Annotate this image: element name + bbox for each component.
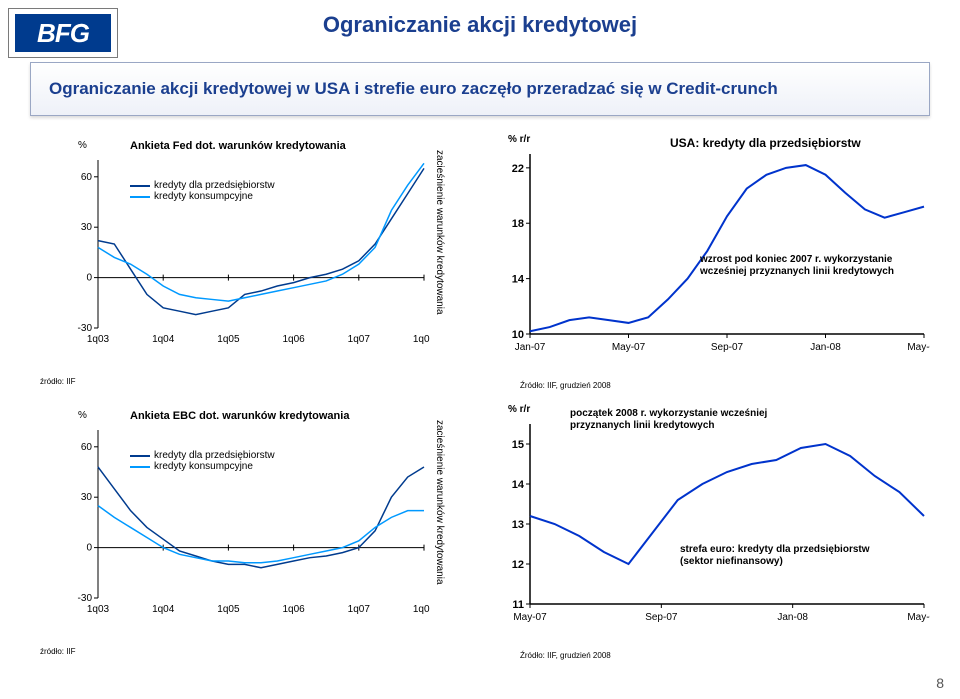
svg-text:0: 0 <box>86 543 92 554</box>
svg-text:1q04: 1q04 <box>152 604 175 615</box>
svg-text:1q03: 1q03 <box>87 604 110 615</box>
svg-text:14: 14 <box>512 274 525 286</box>
svg-text:-30: -30 <box>78 593 93 604</box>
svg-text:13: 13 <box>512 519 524 531</box>
svg-text:1q06: 1q06 <box>282 604 305 615</box>
ecb-chart: % Ankieta EBC dot. warunków kredytowania… <box>40 410 440 650</box>
fed-yunit: % <box>78 140 87 151</box>
svg-text:Jan-08: Jan-08 <box>777 612 808 623</box>
svg-text:30: 30 <box>81 492 93 503</box>
svg-text:-30: -30 <box>78 323 93 334</box>
svg-text:1q08: 1q08 <box>413 334 430 345</box>
page-number: 8 <box>936 675 944 691</box>
svg-text:30: 30 <box>81 222 93 233</box>
euro-source: Źródło: IIF, grudzień 2008 <box>520 651 611 660</box>
svg-text:Sep-07: Sep-07 <box>645 612 678 623</box>
ecb-plot: -30 0 30 60 1q03 1q04 1q05 1q06 1q07 1q08 <box>70 424 430 624</box>
euro-annot: początek 2008 r. wykorzystanie wcześniej… <box>570 408 810 432</box>
svg-text:May-08: May-08 <box>907 342 930 353</box>
svg-text:60: 60 <box>81 442 93 453</box>
fed-vert-label: zacieśnienie warunków kredytowania <box>434 150 445 315</box>
subtitle-box: Ograniczanie akcji kredytowej w USA i st… <box>30 62 930 116</box>
svg-text:1q06: 1q06 <box>282 334 305 345</box>
svg-text:Sep-07: Sep-07 <box>711 342 744 353</box>
ecb-yunit: % <box>78 410 87 421</box>
usa-source: Źródło: IIF, grudzień 2008 <box>520 381 611 390</box>
svg-text:1q07: 1q07 <box>348 604 371 615</box>
svg-text:18: 18 <box>512 218 524 230</box>
svg-text:May-08: May-08 <box>907 612 930 623</box>
svg-text:May-07: May-07 <box>513 612 547 623</box>
fed-title: Ankieta Fed dot. warunków kredytowania <box>130 140 346 152</box>
svg-text:1q08: 1q08 <box>413 604 430 615</box>
euro-yunit: % r/r <box>508 404 530 415</box>
svg-text:1q05: 1q05 <box>217 334 240 345</box>
svg-text:14: 14 <box>512 479 525 491</box>
svg-text:10: 10 <box>512 329 524 341</box>
svg-text:Jan-07: Jan-07 <box>515 342 546 353</box>
fed-plot: -30 0 30 60 1q03 1q04 1q05 1q06 1q07 1q08 <box>70 154 430 354</box>
usa-yunit: % r/r <box>508 134 530 145</box>
svg-text:12: 12 <box>512 559 524 571</box>
ecb-vert-label: zacieśnienie warunków kredytowania <box>434 420 445 585</box>
svg-text:May-07: May-07 <box>612 342 646 353</box>
page-title: Ograniczanie akcji kredytowej <box>0 12 960 38</box>
subtitle-text: Ograniczanie akcji kredytowej w USA i st… <box>49 79 778 99</box>
fed-chart: % Ankieta Fed dot. warunków kredytowania… <box>40 140 440 380</box>
euro-chart: % r/r 11 12 13 14 15 May-07 Sep-07 Jan-08 May-08… <box>490 404 930 654</box>
svg-text:1q07: 1q07 <box>348 334 371 345</box>
fed-source: źródło: IIF <box>40 377 76 386</box>
svg-text:11: 11 <box>512 599 524 611</box>
usa-plot: 10 14 18 22 Jan-07 May-07 Sep-07 Jan-08 May-08 <box>500 148 930 358</box>
svg-text:15: 15 <box>512 439 524 451</box>
svg-text:22: 22 <box>512 163 524 175</box>
svg-text:Jan-08: Jan-08 <box>810 342 841 353</box>
ecb-title: Ankieta EBC dot. warunków kredytowania <box>130 410 349 422</box>
usa-chart: % r/r USA: kredyty dla przedsiębiorstw 1… <box>490 134 930 384</box>
svg-text:1q05: 1q05 <box>217 604 240 615</box>
svg-text:60: 60 <box>81 172 93 183</box>
svg-text:1q04: 1q04 <box>152 334 175 345</box>
euro-title: strefa euro: kredyty dla przedsiębiorstw… <box>680 544 900 568</box>
euro-plot: 11 12 13 14 15 May-07 Sep-07 Jan-08 May-08 <box>500 418 930 628</box>
svg-text:1q03: 1q03 <box>87 334 110 345</box>
svg-text:0: 0 <box>86 273 92 284</box>
usa-annot: wzrost pod koniec 2007 r. wykorzystanie … <box>700 254 920 278</box>
ecb-source: źródło: IIF <box>40 647 76 656</box>
